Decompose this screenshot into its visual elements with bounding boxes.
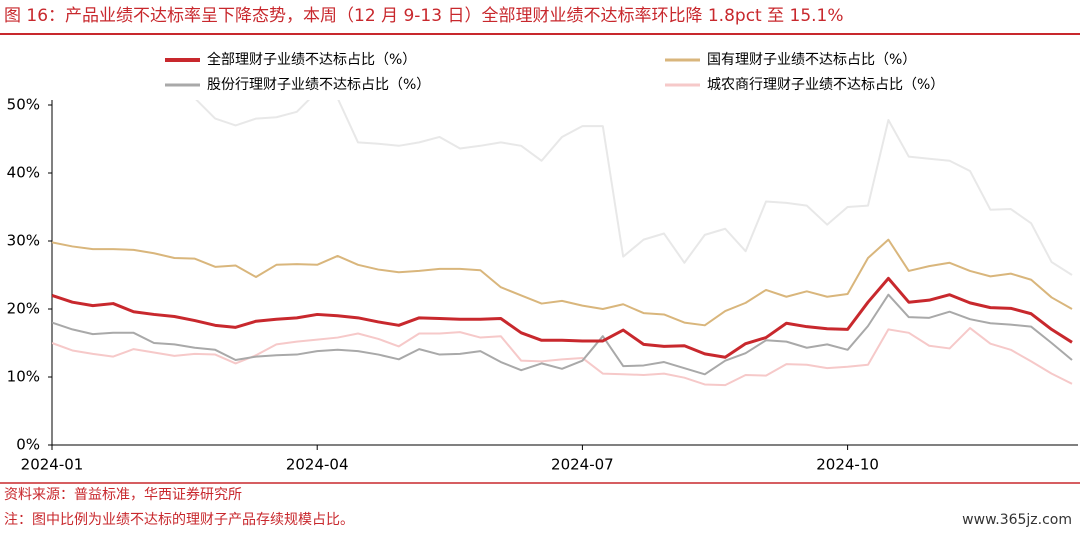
legend-label: 城农商行理财子业绩不达标占比（%）: [707, 77, 944, 93]
legend-label: 股份行理财子业绩不达标占比（%）: [207, 77, 430, 93]
legend-label: 国有理财子业绩不达标占比（%）: [707, 52, 916, 68]
y-tick-label: 0%: [16, 436, 40, 454]
legend-label: 全部理财子业绩不达标占比（%）: [207, 51, 416, 68]
x-tick-label: 2024-07: [551, 456, 614, 474]
y-tick-label: 50%: [7, 96, 40, 114]
series-line: [52, 327, 1073, 387]
series-line: [195, 100, 1073, 276]
plot-area: [52, 100, 1073, 387]
y-tick-label: 30%: [7, 232, 40, 250]
series-line: [52, 293, 1073, 376]
y-tick-label: 20%: [7, 300, 40, 318]
series-line: [52, 238, 1073, 327]
chart-title: 图 16：产品业绩不达标率呈下降态势，本周（12 月 9-13 日）全部理财业绩…: [4, 6, 844, 26]
x-tick-label: 2024-04: [286, 456, 349, 474]
x-tick-label: 2024-10: [816, 456, 879, 474]
note: 注：图中比例为业绩不达标的理财子产品存续规模占比。: [4, 511, 354, 528]
x-tick-label: 2024-01: [21, 456, 84, 474]
source: 资料来源：普益标准，华西证券研究所: [4, 487, 242, 503]
series-line: [52, 276, 1073, 359]
watermark: www.365jz.com: [962, 512, 1072, 528]
y-tick-label: 40%: [7, 164, 40, 182]
y-tick-label: 10%: [7, 368, 40, 386]
